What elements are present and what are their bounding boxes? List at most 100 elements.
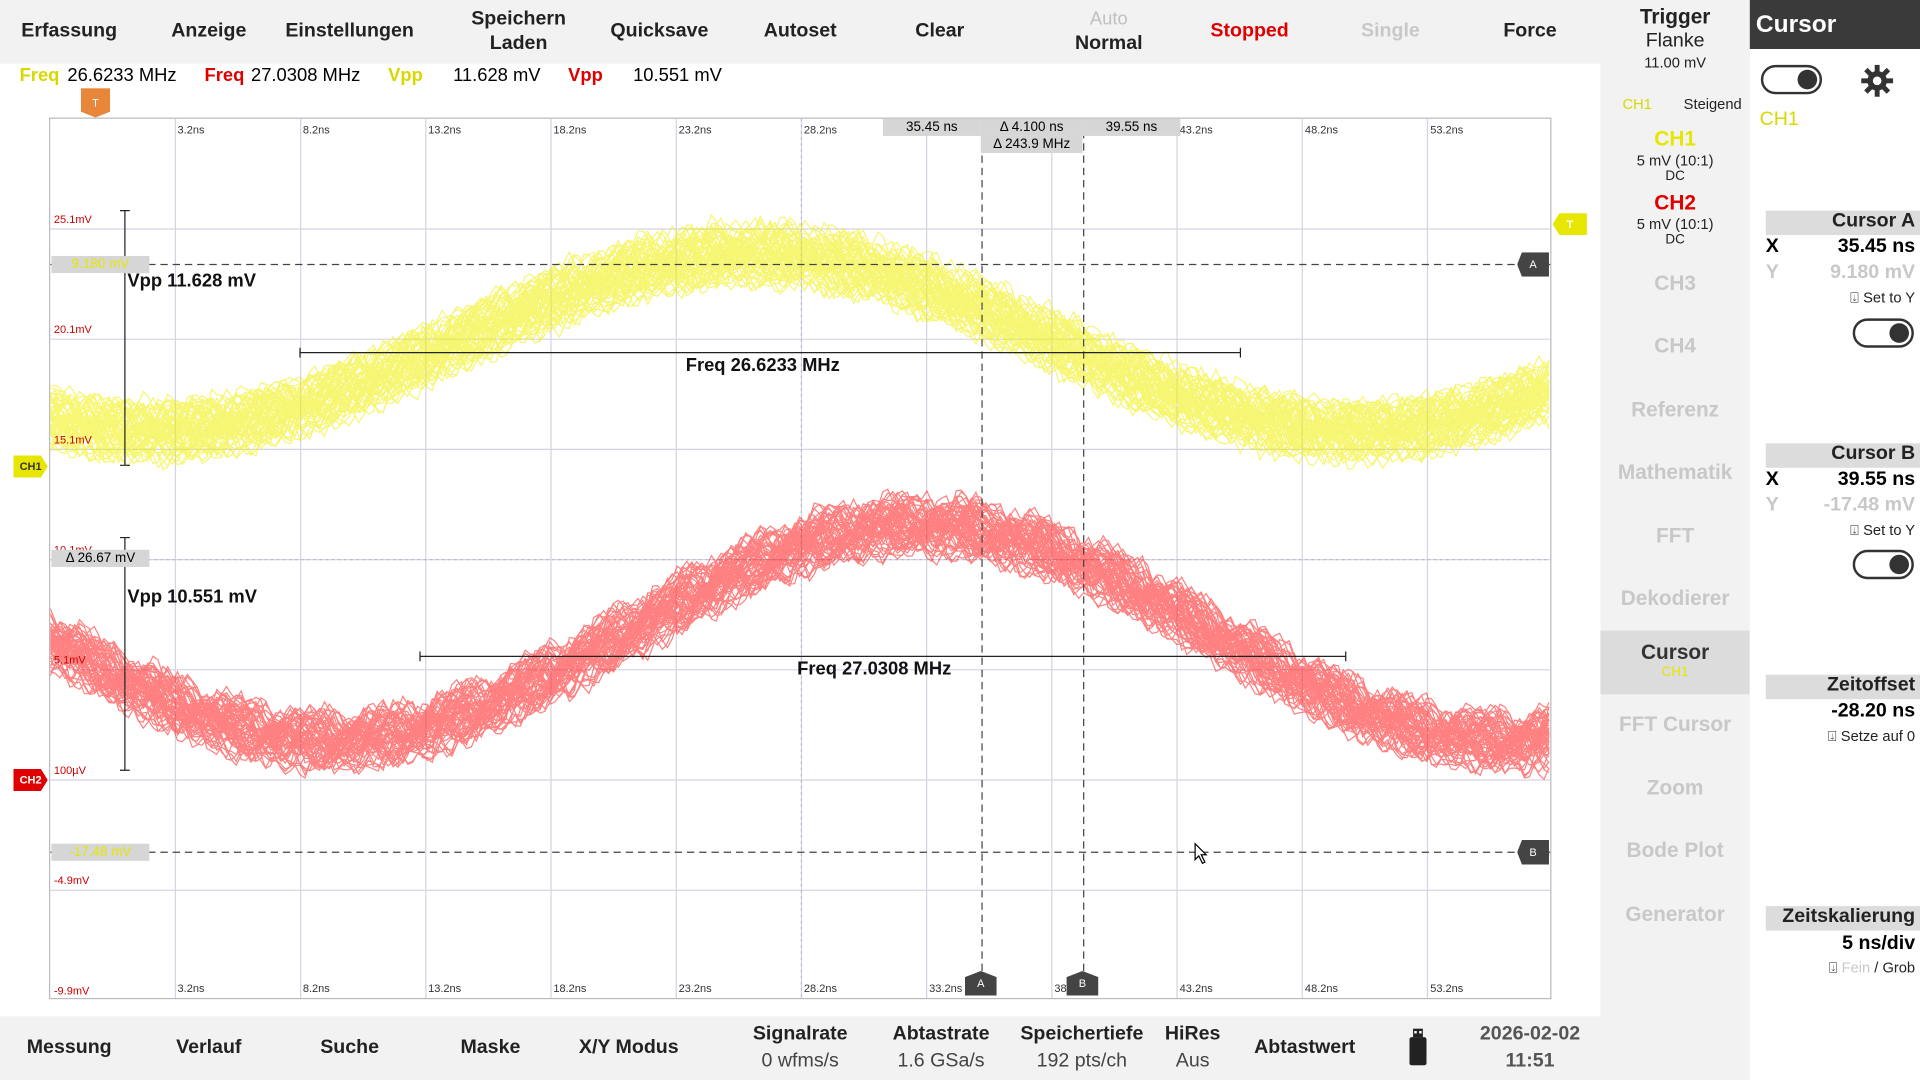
menu-erfassung[interactable]: Erfassung <box>21 20 118 42</box>
messung-button[interactable]: Messung <box>26 1037 112 1058</box>
sidebar-item-dekodierer[interactable]: Dekodierer <box>1620 586 1730 610</box>
meas-vpp1-value: 11.628 mV <box>453 64 541 86</box>
hires-info[interactable]: HiRes Aus <box>1153 1021 1231 1075</box>
measurement-bar: Freq 26.6233 MHz Freq 27.0308 MHz Vpp 11… <box>0 64 1600 88</box>
xy-mode-button[interactable]: X/Y Modus <box>578 1037 679 1058</box>
toggle-knob <box>1889 323 1909 343</box>
cursor-a-set-to-y-label: Set to Y <box>1863 288 1916 307</box>
quicksave-button[interactable]: Quicksave <box>610 20 709 42</box>
menu-speichern-laden[interactable]: Speichern Laden <box>448 0 589 64</box>
fein-grob-toggle[interactable]: ⍗ Fein / Grob <box>1828 958 1916 976</box>
cursor-enable-toggle[interactable] <box>1760 64 1823 95</box>
time-tick-label: 53.2ns <box>1430 982 1464 995</box>
ch1-label: CH1 <box>1654 127 1696 151</box>
ch1-offset-marker[interactable]: CH1 <box>13 455 48 478</box>
cursor-a-vtag-label: A <box>977 977 985 990</box>
cursor-b-header: Cursor B <box>1765 443 1920 468</box>
cursor-b-x-row[interactable]: X 39.55 ns <box>1766 469 1920 493</box>
cursor-a-y-row[interactable]: Y 9.180 mV <box>1766 262 1920 286</box>
cursor-b-y-key: Y <box>1765 494 1779 516</box>
speichertiefe-info[interactable]: Speichertiefe 192 pts/ch <box>1011 1021 1152 1075</box>
vpp2-annotation: Vpp 10.551 mV <box>127 586 258 608</box>
cursor-b-toggle[interactable] <box>1852 549 1914 580</box>
speichern-label: Speichern <box>471 8 566 30</box>
maske-button[interactable]: Maske <box>460 1037 521 1058</box>
cursor-b-handle[interactable]: B <box>1517 840 1549 865</box>
trigger-mode-button[interactable]: Auto Normal <box>1038 0 1179 64</box>
zeitskalierung-header: Zeitskalierung <box>1765 906 1920 931</box>
cursor-a-vertical-handle[interactable]: A <box>964 971 997 996</box>
ch2-waveform <box>50 488 1550 781</box>
sidebar-item-ch4[interactable]: CH4 <box>1654 334 1696 358</box>
sidebar-item-zoom[interactable]: Zoom <box>1646 776 1704 800</box>
trigger-position-marker[interactable]: T <box>80 88 111 118</box>
run-stop-button[interactable]: Stopped <box>1210 20 1289 42</box>
cursor-b-set-to-y[interactable]: ⍗ Set to Y <box>1850 521 1916 539</box>
sidebar-item-generator[interactable]: Generator <box>1625 902 1725 926</box>
trigger-source: CH1 <box>1622 95 1652 113</box>
voltage-tick-label: 20.1mV <box>53 323 92 336</box>
time-tick-label: 48.2ns <box>1304 982 1339 995</box>
abtastwert-button[interactable]: Abtastwert <box>1254 1037 1356 1058</box>
voltage-tick-label: 25.1mV <box>53 213 92 226</box>
ch2-offset-marker[interactable]: CH2 <box>13 768 48 792</box>
autoset-button[interactable]: Autoset <box>763 20 837 42</box>
sidebar-item-mathematik[interactable]: Mathematik <box>1617 460 1733 484</box>
menu-einstellungen[interactable]: Einstellungen <box>285 20 414 42</box>
suche-button[interactable]: Suche <box>320 1037 379 1058</box>
hires-label: HiRes <box>1164 1023 1221 1045</box>
trigger-level-marker[interactable]: T <box>1552 213 1587 236</box>
trigger-marker-label: T <box>92 96 99 109</box>
meas-freq1-label: Freq <box>19 64 60 86</box>
cursor-a-handle[interactable]: A <box>1517 252 1549 277</box>
meas-vpp2-label: Vpp <box>568 64 603 86</box>
cursor-a-x-row[interactable]: X 35.45 ns <box>1766 236 1920 260</box>
cursor-a-tag-label: A <box>1529 258 1537 271</box>
menu-anzeige[interactable]: Anzeige <box>171 20 247 42</box>
ch1-settings[interactable]: CH1 5 mV (10:1) DC <box>1600 127 1749 183</box>
ch2-settings[interactable]: CH2 5 mV (10:1) DC <box>1600 191 1749 247</box>
cursor-a-toggle[interactable] <box>1852 318 1914 348</box>
trigger-info[interactable]: Trigger Flanke 11.00 mV <box>1600 5 1749 71</box>
abtastrate-info[interactable]: Abtastrate 1.6 GSa/s <box>871 1021 1012 1075</box>
cursor-a-set-to-y[interactable]: ⍗ Set to Y <box>1850 288 1916 307</box>
cursor-source-label[interactable]: CH1 <box>1759 108 1799 130</box>
sidebar-item-fft-cursor[interactable]: FFT Cursor <box>1619 712 1732 736</box>
clear-button[interactable]: Clear <box>915 20 965 42</box>
ch1-scale: 5 mV (10:1) <box>1636 151 1714 169</box>
single-button[interactable]: Single <box>1361 20 1420 42</box>
sidebar-item-bode-plot[interactable]: Bode Plot <box>1626 838 1724 863</box>
force-button[interactable]: Force <box>1503 20 1557 42</box>
zeitskalierung-row[interactable]: 5 ns/div <box>1766 933 1920 957</box>
meas-freq2-label: Freq <box>204 64 245 86</box>
voltage-tick-label: 5.1mV <box>53 653 86 667</box>
sidebar-item-referenz[interactable]: Referenz <box>1631 397 1720 422</box>
ch2-coupling: DC <box>1665 232 1685 248</box>
grob-label: / Grob <box>1870 958 1916 976</box>
sidebar-item-cursor[interactable]: Cursor CH1 <box>1600 630 1750 695</box>
ch2-scale: 5 mV (10:1) <box>1636 215 1714 233</box>
cursor-b-vertical-handle[interactable]: B <box>1066 971 1099 996</box>
verlauf-button[interactable]: Verlauf <box>176 1037 242 1058</box>
signalrate-info[interactable]: Signalrate 0 wfms/s <box>730 1021 871 1075</box>
trigger-mode-auto: Auto <box>1089 8 1128 30</box>
waveform-canvas <box>50 118 1551 998</box>
waveform-plot[interactable] <box>48 117 1552 1000</box>
toggle-knob <box>1797 69 1818 90</box>
delta-y-label: Δ 26.67 mV <box>51 549 150 567</box>
trigger-slope: Steigend <box>1683 95 1742 113</box>
sidebar-item-ch3[interactable]: CH3 <box>1654 271 1696 296</box>
cursor-b-y-row[interactable]: Y -17.48 mV <box>1766 495 1920 519</box>
zeitoffset-row[interactable]: -28.20 ns <box>1766 700 1920 724</box>
gear-icon[interactable] <box>1860 64 1894 98</box>
abtastrate-label: Abtastrate <box>892 1023 990 1045</box>
toggle-knob <box>1889 554 1909 575</box>
sidebar-item-fft[interactable]: FFT <box>1656 524 1695 548</box>
zeitoffset-value: -28.20 ns <box>1831 700 1916 722</box>
setze-auf-0-button[interactable]: ⍗ Setze auf 0 <box>1827 727 1916 745</box>
usb-stick-icon[interactable] <box>1409 1028 1427 1066</box>
delta-freq-label: Δ 243.9 MHz <box>980 135 1083 154</box>
vpp1-annotation: Vpp 11.628 mV <box>127 270 256 292</box>
cursor-panel-title: Cursor <box>1749 0 1920 49</box>
voltage-tick-label: -4.9mV <box>53 874 90 887</box>
